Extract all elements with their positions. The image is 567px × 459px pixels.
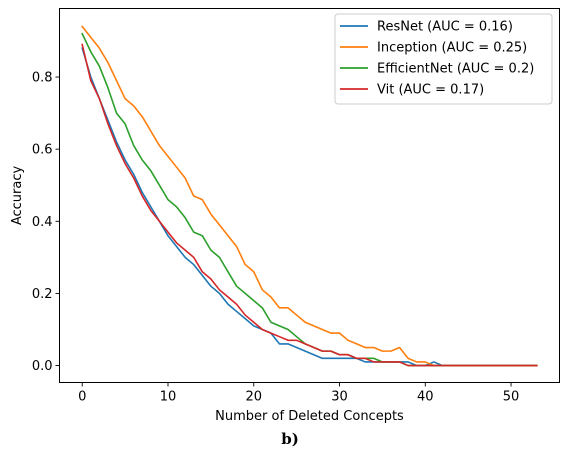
x-tick-label: 50	[503, 390, 520, 405]
y-tick-label: 0.4	[32, 215, 53, 230]
plot-frame	[59, 8, 560, 383]
legend-label-0: ResNet (AUC = 0.16)	[377, 20, 513, 35]
x-tick-label: 40	[417, 390, 434, 405]
x-axis-ticks: 0 10 20 30 40 50	[78, 382, 520, 405]
x-axis-label: Number of Deleted Concepts	[215, 409, 404, 424]
y-tick-label: 0.6	[32, 143, 53, 158]
y-tick-label: 0.8	[32, 71, 53, 86]
legend-label-1: Inception (AUC = 0.25)	[377, 41, 527, 56]
legend: ResNet (AUC = 0.16) Inception (AUC = 0.25…	[334, 13, 553, 105]
y-tick-label: 0.2	[32, 287, 53, 302]
y-tick-label: 0.0	[32, 359, 53, 374]
legend-label-2: EfficientNet (AUC = 0.2)	[377, 62, 534, 77]
x-tick-label: 0	[78, 390, 86, 405]
series-line-3	[81, 43, 538, 367]
x-tick-label: 20	[245, 390, 262, 405]
x-tick-label: 30	[331, 390, 348, 405]
x-tick-label: 10	[160, 390, 177, 405]
figure-caption: b)	[281, 430, 299, 448]
y-axis-label: Accuracy	[10, 166, 25, 226]
legend-box	[334, 13, 553, 105]
legend-label-3: Vit (AUC = 0.17)	[377, 83, 484, 98]
y-axis-ticks: 0.0 0.2 0.4 0.6 0.8	[32, 71, 60, 374]
series-lines	[81, 25, 538, 367]
